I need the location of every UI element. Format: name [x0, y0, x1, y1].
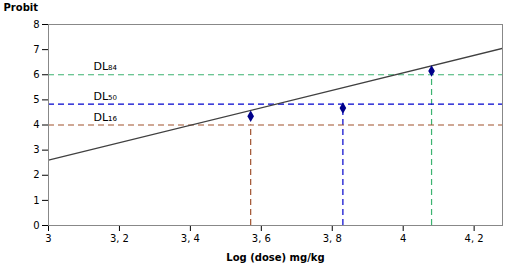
svg-text:0: 0	[33, 220, 39, 231]
svg-text:DL₁₆: DL₁₆	[94, 111, 118, 124]
svg-text:3, 4: 3, 4	[181, 233, 200, 244]
svg-text:3, 8: 3, 8	[323, 233, 342, 244]
svg-text:7: 7	[33, 44, 39, 55]
svg-text:3, 2: 3, 2	[110, 233, 129, 244]
svg-text:DL₅₀: DL₅₀	[94, 90, 118, 103]
svg-text:8: 8	[33, 19, 39, 30]
svg-text:5: 5	[33, 94, 39, 105]
svg-text:3: 3	[45, 233, 51, 244]
svg-text:4, 2: 4, 2	[465, 233, 484, 244]
svg-text:4: 4	[400, 233, 406, 244]
svg-text:3, 6: 3, 6	[252, 233, 271, 244]
svg-text:2: 2	[33, 169, 39, 180]
svg-text:1: 1	[33, 195, 39, 206]
svg-text:4: 4	[33, 119, 39, 130]
svg-text:Log (dose) mg/kg: Log (dose) mg/kg	[226, 252, 324, 263]
svg-text:3: 3	[33, 144, 39, 155]
svg-text:6: 6	[33, 69, 39, 80]
svg-text:Probit: Probit	[4, 2, 39, 13]
svg-text:DL₈₄: DL₈₄	[94, 60, 118, 73]
